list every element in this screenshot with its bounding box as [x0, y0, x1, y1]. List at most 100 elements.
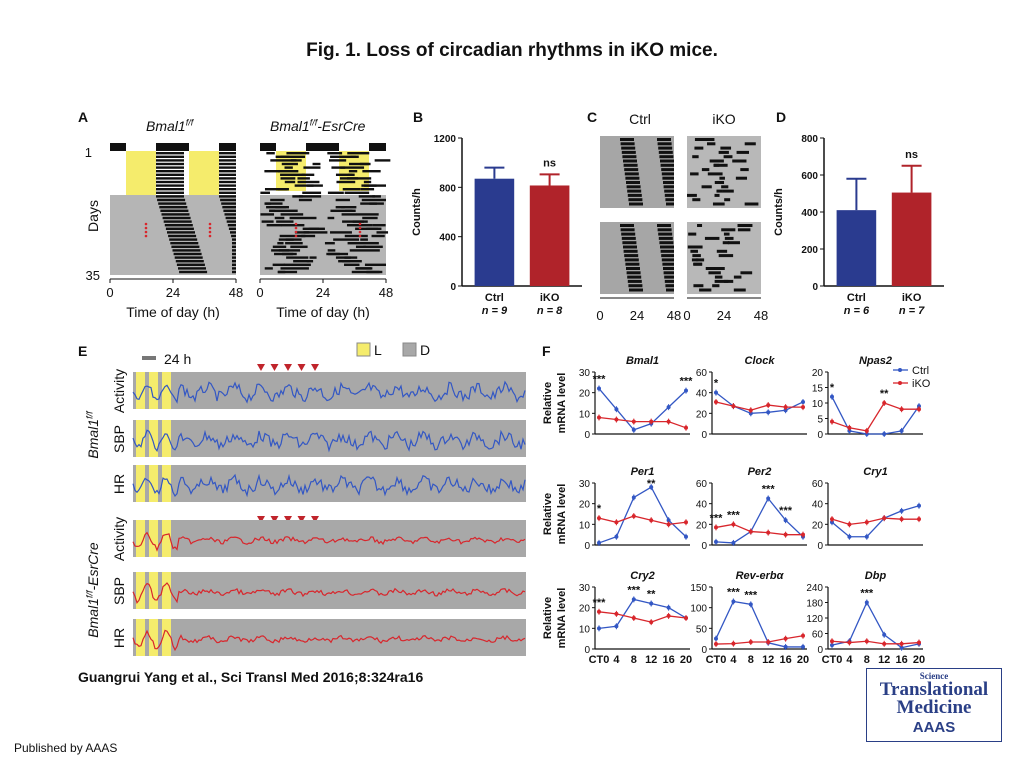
actogram-mutant-activity — [302, 191, 322, 194]
thumb-ctrl-2-activity — [621, 232, 636, 236]
actogram-mutant-activity — [374, 159, 391, 162]
actogram-control-activity — [156, 170, 184, 173]
bar-chart-b-category-label: Ctrl — [485, 292, 504, 304]
gene-plot-dbp-x-tick-label: CT0 — [822, 654, 843, 666]
trace-control-activity-light-band — [162, 372, 171, 409]
gene-plot-per1-point-ctrl — [684, 534, 688, 539]
actogram-mutant-activity — [266, 152, 275, 155]
actogram-mutant-activity — [272, 245, 287, 248]
bar-chart-b-y-tick-label: 0 — [450, 282, 456, 293]
actogram-control-activity — [219, 184, 236, 187]
thumb-ctrl-2-activity — [658, 236, 673, 240]
thumb-ctrl-2-activity — [629, 288, 643, 292]
actogram-mutant-activity — [361, 198, 386, 202]
thumb-iko-2-activity — [708, 271, 721, 275]
actogram-control-x-tick-label: 0 — [106, 285, 113, 300]
thumb-iko-1-activity — [701, 168, 710, 172]
gene-plot-per2-significance: *** — [779, 505, 793, 517]
thumb-ctrl-1-activity — [658, 150, 673, 154]
panel-c-letter: C — [587, 109, 597, 125]
thumb-ctrl-2-activity — [621, 236, 636, 240]
gene-plot-bmal1-point-iko — [666, 419, 671, 424]
actogram-mutant-activity — [280, 177, 296, 180]
gene-plot-clock-line-ctrl — [715, 392, 804, 414]
gene-plot-cry2-y-tick-label: 20 — [579, 604, 591, 615]
actogram-control-activity — [223, 209, 236, 212]
gene-plot-per1-y-tick-label: 20 — [579, 500, 591, 511]
thumb-ctrl-1-activity — [663, 185, 674, 189]
citation: Guangrui Yang et al., Sci Transl Med 201… — [78, 669, 424, 685]
gene-plot-per1-point-ctrl — [597, 540, 601, 545]
gene-plot-cry2-x-tick-label: 20 — [680, 654, 692, 666]
actogram-control-activity — [219, 155, 236, 158]
thumb-iko-1-activity — [720, 146, 732, 150]
actogram-mutant-activity — [277, 242, 284, 245]
actogram-control-activity — [232, 238, 236, 241]
gene-plot-per1-line-ctrl — [598, 486, 687, 544]
legend-light-swatch — [356, 342, 371, 357]
actogram-mutant-activity — [360, 188, 375, 191]
panel-a-ytick-top: 1 — [85, 145, 92, 160]
gene-plot-bmal1-y-tick-label: 0 — [584, 430, 590, 441]
arrow-marker-bottom — [297, 516, 306, 523]
actogram-control-activity — [232, 256, 236, 259]
trace-control-activity — [132, 372, 526, 409]
bar-chart-d-y-tick-label: 600 — [801, 171, 818, 182]
actogram-mutant-activity — [277, 188, 288, 191]
trace-control-hr-light-band — [149, 465, 158, 502]
thumb-iko-2-activity — [692, 254, 701, 258]
thumb-iko-2-activity — [697, 224, 703, 227]
trace-mutant-sbp-light-band — [149, 572, 158, 609]
gene-plot-reverb-y-tick-label: 150 — [690, 583, 707, 594]
trace-row-label: Activity — [111, 369, 127, 413]
gene-plot-npas2-point-ctrl — [899, 428, 904, 433]
actogram-mutant-activity — [309, 256, 317, 259]
actogram-mutant: 0 24 48 Time of day (h) — [256, 143, 393, 320]
actogram-control-activity — [164, 224, 193, 227]
gene-plot-npas2-line-iko — [831, 402, 919, 432]
actogram-mutant-activity — [265, 202, 283, 205]
gene-plot-bmal1-y-tick-label: 30 — [579, 368, 591, 379]
thumb-ctrl-2-activity — [659, 241, 674, 245]
actogram-control-activity — [221, 202, 236, 205]
thumb-ctrl-2-activity — [663, 271, 674, 275]
actogram-control-ld-light1 — [126, 143, 156, 151]
thumb-ctrl-1-activity — [660, 163, 674, 167]
thumb-ctrl-2-activity — [620, 228, 635, 232]
gene-plot-reverb-y-tick-label: 100 — [690, 604, 707, 615]
thumb-iko-2-activity — [727, 241, 740, 245]
thumb-ctrl-2-activity — [626, 271, 641, 275]
actogram-mutant-activity — [275, 155, 290, 158]
published-by: Published by AAAS — [14, 741, 118, 755]
gene-plot-npas2-point-iko — [882, 401, 887, 405]
thumb-ctrl-1-activity — [627, 193, 642, 197]
thumb-iko-1-activity — [719, 176, 725, 180]
actogram-mutant-activity — [330, 155, 356, 158]
actogram-mutant-marker — [358, 230, 362, 234]
thumb-ctrl-2-activity — [664, 275, 674, 279]
trace-mutant-hr-bg — [133, 619, 526, 656]
actogram-mutant-activity — [344, 191, 370, 194]
thumb-iko-1-activity — [692, 198, 701, 202]
gene-plot-cry2-line-ctrl — [598, 598, 687, 629]
thumb-ctrl-1-activity — [626, 185, 641, 189]
trace-control-hr — [132, 465, 526, 502]
gene-plot-per2-point-iko — [714, 525, 718, 530]
thumb-iko-1-activity — [712, 202, 725, 206]
gene-plot-cry1-title: Cry1 — [863, 466, 887, 478]
actogram-mutant-activity — [280, 155, 306, 158]
thumb-iko-2-activity — [733, 288, 746, 292]
actogram-mutant-activity — [264, 267, 273, 270]
thumb-iko-2-activity — [688, 232, 697, 236]
thumb-iko-1-activity — [724, 198, 731, 202]
gene-plot-bmal1-y-tick-label: 10 — [579, 409, 591, 420]
gene-plot-per1-point-iko — [631, 514, 636, 519]
thumb-ctrl-2-activity — [662, 262, 674, 266]
thumb-iko-1-activity — [723, 155, 733, 159]
gene-plot-npas2-y-tick-label: 15 — [812, 384, 824, 395]
logo-aaas: AAAS — [912, 719, 956, 736]
actogram-mutant-activity — [341, 260, 351, 263]
gene-plot-bmal1-point-ctrl — [597, 386, 601, 391]
bar-chart-d-letter: D — [776, 109, 786, 125]
actogram-control-activity — [230, 231, 236, 234]
